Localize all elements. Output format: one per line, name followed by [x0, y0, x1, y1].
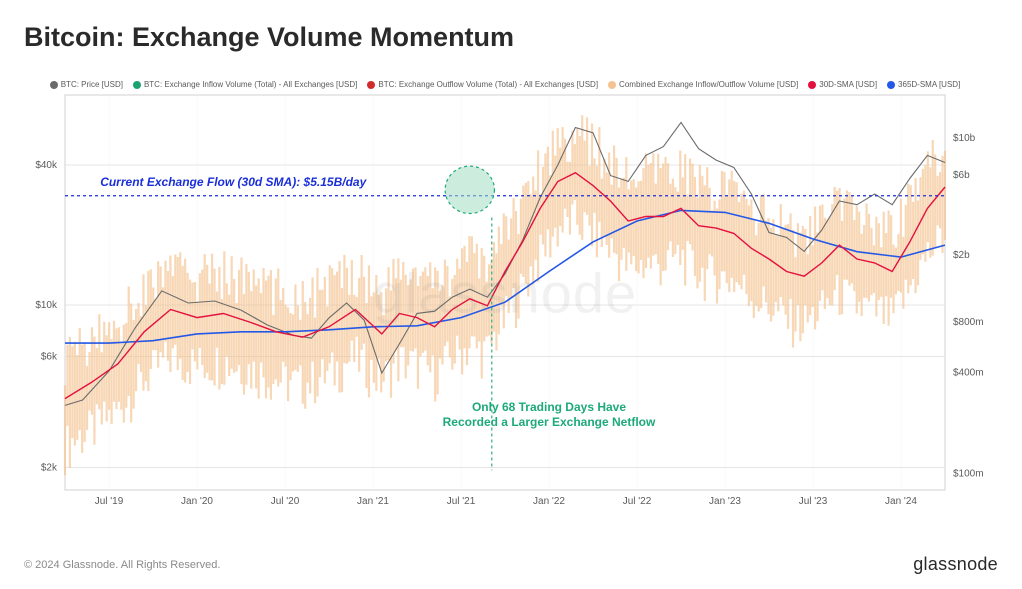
copyright: © 2024 Glassnode. All Rights Reserved. — [24, 559, 220, 571]
legend-item: BTC: Price [USD] — [50, 80, 123, 89]
svg-text:Jul '22: Jul '22 — [623, 496, 652, 507]
legend-item: 365D-SMA [USD] — [887, 80, 960, 89]
legend-item: BTC: Exchange Inflow Volume (Total) - Al… — [133, 80, 357, 89]
svg-text:Jan '22: Jan '22 — [533, 496, 565, 507]
svg-text:$2b: $2b — [953, 250, 970, 261]
legend-item: 30D-SMA [USD] — [808, 80, 877, 89]
svg-text:Current Exchange Flow (30d SMA: Current Exchange Flow (30d SMA): $5.15B/… — [100, 175, 367, 189]
svg-text:$2k: $2k — [41, 462, 58, 473]
svg-text:$10k: $10k — [35, 300, 58, 311]
chart-area: glassnode $2k$6k$10k$40k$100m$400m$800m$… — [65, 95, 945, 490]
svg-text:$100m: $100m — [953, 469, 984, 480]
svg-text:Jan '21: Jan '21 — [357, 496, 389, 507]
svg-text:$6k: $6k — [41, 352, 58, 363]
svg-text:Only 68 Trading Days Have: Only 68 Trading Days Have — [472, 400, 626, 414]
svg-text:$6b: $6b — [953, 170, 970, 181]
svg-text:$10b: $10b — [953, 133, 976, 144]
svg-text:Jul '19: Jul '19 — [95, 496, 124, 507]
svg-text:Jul '23: Jul '23 — [799, 496, 828, 507]
legend: BTC: Price [USD]BTC: Exchange Inflow Vol… — [65, 80, 945, 89]
svg-text:Jul '21: Jul '21 — [447, 496, 476, 507]
svg-text:$800m: $800m — [953, 317, 984, 328]
svg-text:Jan '20: Jan '20 — [181, 496, 213, 507]
chart-svg: $2k$6k$10k$40k$100m$400m$800m$2b$6b$10bJ… — [65, 95, 945, 490]
svg-text:$400m: $400m — [953, 368, 984, 379]
svg-text:Jan '23: Jan '23 — [709, 496, 741, 507]
brand-logo: glassnode — [913, 554, 998, 575]
legend-item: BTC: Exchange Outflow Volume (Total) - A… — [367, 80, 598, 89]
svg-text:Jan '24: Jan '24 — [885, 496, 917, 507]
svg-text:$40k: $40k — [35, 160, 58, 171]
page-title: Bitcoin: Exchange Volume Momentum — [24, 22, 514, 53]
legend-item: Combined Exchange Inflow/Outflow Volume … — [608, 80, 798, 89]
svg-text:Jul '20: Jul '20 — [271, 496, 300, 507]
svg-text:Recorded a Larger Exchange Net: Recorded a Larger Exchange Netflow — [443, 415, 656, 429]
